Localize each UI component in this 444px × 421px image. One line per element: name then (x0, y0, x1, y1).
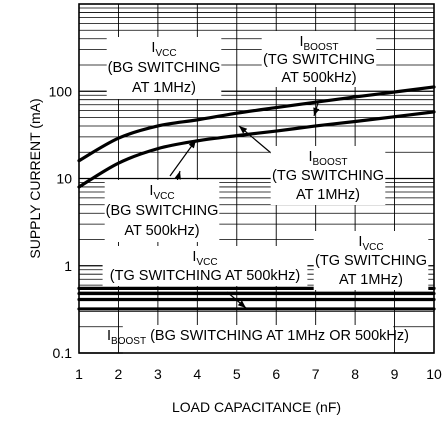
x-tick-label: 4 (193, 366, 201, 382)
x-tick-label: 7 (312, 366, 320, 382)
annotation-main: I (151, 40, 155, 56)
plot-frame (78, 3, 435, 354)
annotation-a1-head: IVCC (151, 40, 176, 59)
x-tick-label: 3 (154, 366, 162, 382)
annotation-a1-line: AT 1MHz) (132, 80, 196, 96)
annotation-a3-line: AT 1MHz) (296, 187, 360, 203)
annotation-a5-line: (TG SWITCHING AT 500kHz) (110, 268, 300, 284)
annotation-main: I (192, 249, 196, 265)
annotation-main: I (358, 234, 362, 250)
annotation-subscript: VCC (362, 242, 383, 253)
annotation-subscript: VCC (155, 48, 176, 59)
series-line-icc_bg_500khz (77, 110, 436, 189)
annotation-main: I (299, 34, 303, 50)
annotation-arrowhead (237, 300, 246, 308)
annotation-a6-line: AT 1MHz) (339, 272, 403, 288)
annotation-a2-head: IBOOST (299, 34, 338, 53)
x-tick-label: 1 (75, 366, 83, 382)
annotation-arrowhead (239, 126, 248, 134)
annotation-a6-head: IVCC (358, 234, 383, 253)
annotation-arrowhead (313, 107, 320, 116)
x-tick-label: 6 (272, 366, 280, 382)
annotation-a4-line: AT 500kHz) (124, 223, 199, 239)
annotation-a5-head: IVCC (192, 249, 217, 268)
annotation-bg (122, 325, 394, 365)
y-tick-label: 10 (56, 171, 72, 187)
series-curves (77, 85, 436, 311)
annotation-main: I (107, 328, 111, 344)
x-tick-label: 9 (391, 366, 399, 382)
annotation-text: (BG SWITCHING AT 1MHz OR 500kHz) (146, 328, 409, 344)
x-tick-label: 8 (351, 366, 359, 382)
annotation-main: I (308, 149, 312, 165)
annotation-arrowhead (174, 171, 181, 180)
annotation-subscript: BOOST (313, 157, 348, 168)
series-line-icc_bg_1mhz (77, 85, 436, 163)
y-tick-label: 1 (64, 258, 72, 274)
annotation-a1-line: (BG SWITCHING (108, 60, 221, 76)
y-tick-label: 100 (49, 83, 73, 99)
annotation-backgrounds (102, 31, 429, 365)
annotation-bg (106, 37, 222, 99)
annotation-a4-head: IVCC (149, 183, 174, 202)
annotation-main: I (149, 183, 153, 199)
annotation-a7: IBOOST (BG SWITCHING AT 1MHz OR 500kHz) (107, 328, 409, 347)
y-axis-label: SUPPLY CURRENT (mA) (27, 98, 43, 258)
annotation-a4-line: (BG SWITCHING (106, 203, 219, 219)
annotation-subscript: VCC (153, 191, 174, 202)
y-tick-label: 0.1 (53, 345, 73, 361)
annotation-bg (104, 180, 220, 242)
annotation-a6-line: (TG SWITCHING (315, 253, 427, 269)
annotation-arrows (169, 102, 320, 309)
annotation-a2-line: (TG SWITCHING (263, 52, 375, 68)
x-tick-label: 2 (115, 366, 123, 382)
annotation-subscript: BOOST (111, 336, 146, 347)
x-tick-label: 5 (233, 366, 241, 382)
annotation-bg (102, 246, 308, 286)
annotation-a3-line: (TG SWITCHING (272, 168, 384, 184)
annotation-arrowhead (188, 140, 196, 149)
annotation-bg (313, 231, 429, 290)
annotation-bg (261, 31, 377, 87)
x-tick-label: 10 (426, 366, 442, 382)
annotation-a3-head: IBOOST (308, 149, 347, 168)
annotation-a2-line: AT 500kHz) (281, 70, 356, 86)
annotation-subscript: BOOST (304, 42, 339, 53)
annotation-bg (270, 146, 386, 205)
annotation-subscript: VCC (196, 257, 217, 268)
x-axis-label: LOAD CAPACITANCE (nF) (172, 399, 341, 415)
